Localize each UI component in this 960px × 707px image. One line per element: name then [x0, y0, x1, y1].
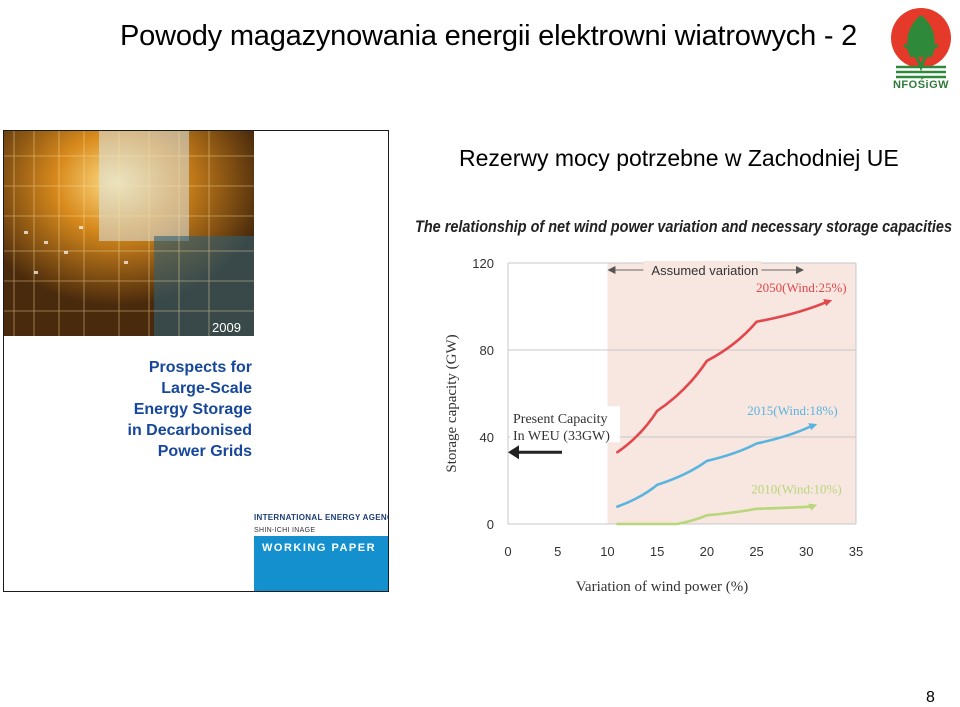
series-line-1	[616, 424, 813, 508]
x-tick-label: 20	[700, 544, 714, 559]
present-capacity-label-line: Present Capacity	[513, 412, 607, 427]
y-axis-label: Storage capacity (GW)	[444, 334, 460, 472]
series-arrowhead-2	[808, 503, 818, 511]
y-tick-label: 120	[472, 256, 494, 271]
series-label-0: 2050(Wind:25%)	[756, 280, 846, 295]
logo-text: NFOŚiGW	[892, 79, 950, 91]
y-tick-label: 40	[480, 430, 494, 445]
x-tick-label: 30	[799, 544, 813, 559]
x-tick-label: 15	[650, 544, 664, 559]
assumed-variation-arrow-left	[607, 266, 616, 274]
y-tick-label: 80	[480, 343, 494, 358]
cover-title-line: Power Grids	[157, 443, 252, 460]
cover-series: WORKING PAPER	[262, 542, 377, 554]
cover-title: Prospects for Large-Scale Energy Storage…	[128, 357, 252, 462]
x-tick-label: 5	[554, 544, 561, 559]
assumed-variation-label-bg	[643, 261, 762, 278]
present-capacity-label-line: In WEU (33GW)	[513, 429, 610, 444]
cover-series-band: WORKING PAPER	[254, 536, 388, 591]
slide-title: Powody magazynowania energii elektrowni …	[120, 20, 858, 52]
report-cover: 2009 Prospects for Large-Scale Energy St…	[3, 130, 389, 592]
present-capacity-label-bg	[510, 406, 620, 443]
series-label-1: 2015(Wind:18%)	[747, 403, 837, 418]
series-arrowhead-0	[823, 299, 833, 307]
y-tick-label: 0	[487, 517, 494, 532]
chart-title: The relationship of net wind power varia…	[415, 217, 952, 236]
wind-storage-chart: The relationship of net wind power varia…	[415, 217, 952, 595]
cover-title-line: Prospects for	[148, 359, 252, 376]
cover-title-line: Large-Scale	[161, 380, 252, 397]
x-tick-label: 25	[749, 544, 763, 559]
nfosigw-logo	[891, 8, 951, 79]
cover-author: SHIN-ICHI INAGE	[254, 527, 316, 534]
series-line-2	[616, 505, 813, 526]
x-tick-label: 10	[600, 544, 614, 559]
assumed-variation-label: Assumed variation	[651, 263, 758, 278]
cover-title-line: Energy Storage	[133, 401, 252, 418]
chart-heading: Rezerwy mocy potrzebne w Zachodniej UE	[459, 145, 899, 171]
series-label-2: 2010(Wind:10%)	[751, 482, 841, 497]
cover-title-line: in Decarbonised	[127, 422, 252, 439]
x-tick-label: 0	[504, 544, 511, 559]
cover-year: 2009	[212, 320, 241, 335]
page-number: 8	[926, 689, 935, 706]
cover-agency: INTERNATIONAL ENERGY AGENCY	[254, 513, 389, 522]
series-arrowhead-1	[808, 423, 818, 431]
x-axis-label: Variation of wind power (%)	[576, 579, 748, 595]
assumed-variation-arrow-right	[796, 266, 804, 274]
present-capacity-arrow-head	[508, 445, 519, 460]
series-line-0	[616, 300, 828, 454]
cover-photo	[4, 131, 254, 336]
x-tick-label: 35	[849, 544, 863, 559]
